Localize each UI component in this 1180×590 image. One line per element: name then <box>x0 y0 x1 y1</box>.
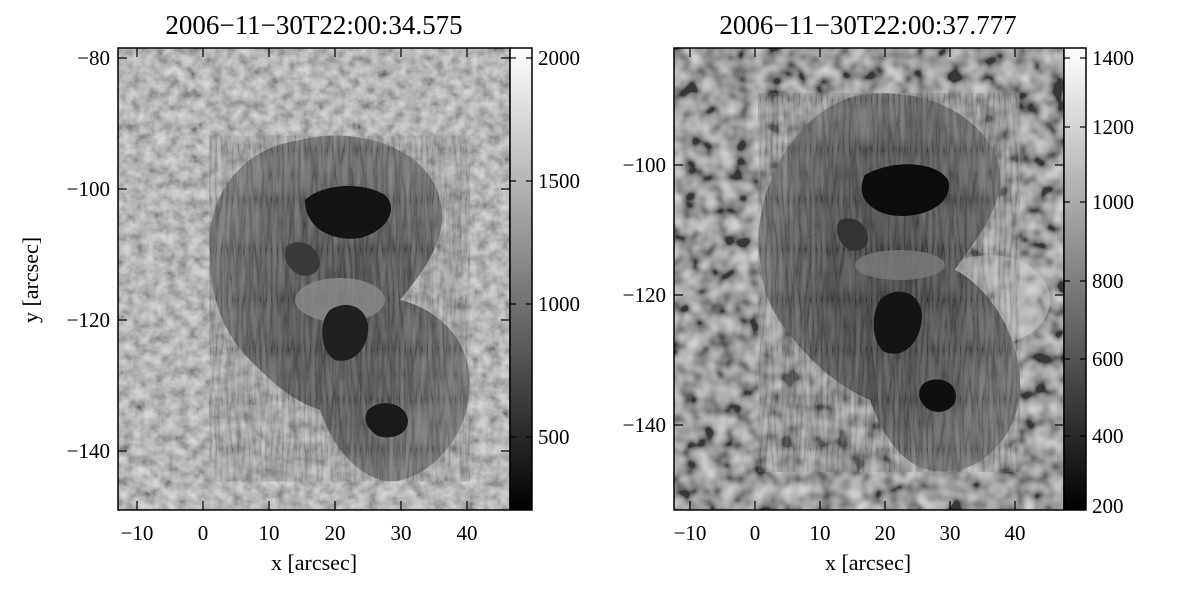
right-panel: 2006−11−30T22:00:37.777 −10 0 10 20 30 40 −10… <box>623 10 1134 575</box>
colorbar-tick-label: 200 <box>1092 494 1124 518</box>
left-colorbar <box>509 47 533 511</box>
colorbar-tick-label: 400 <box>1092 424 1124 448</box>
x-tick-label: 10 <box>810 521 831 545</box>
colorbar-tick-label: 1500 <box>538 169 580 193</box>
left-y-axis: −80 −100 −120 −140 <box>67 46 510 463</box>
left-x-axis: −10 0 10 20 30 40 <box>121 48 478 545</box>
colorbar-tick-label: 500 <box>538 425 570 449</box>
left-colorbar-ticks: 2000 1500 1000 500 <box>510 46 580 449</box>
y-tick-label: −100 <box>67 177 110 201</box>
right-x-axis: −10 0 10 20 30 40 <box>674 48 1026 545</box>
x-tick-label: 40 <box>1005 521 1026 545</box>
right-image <box>674 48 1064 510</box>
x-tick-label: 30 <box>940 521 961 545</box>
colorbar-tick-label: 600 <box>1092 347 1124 371</box>
right-title: 2006−11−30T22:00:37.777 <box>719 10 1016 40</box>
x-tick-label: −10 <box>674 521 707 545</box>
colorbar-tick-label: 800 <box>1092 269 1124 293</box>
colorbar-tick-label: 1000 <box>1092 190 1134 214</box>
right-y-axis: −100 −120 −140 <box>623 153 1064 437</box>
y-tick-label: −120 <box>67 308 110 332</box>
x-tick-label: 20 <box>875 521 896 545</box>
y-tick-label: −140 <box>67 439 110 463</box>
x-tick-label: −10 <box>121 521 154 545</box>
colorbar-tick-label: 1400 <box>1092 46 1134 70</box>
y-tick-label: −80 <box>77 46 110 70</box>
left-panel: 2006−11−30T22:00:34.575 −10 0 10 20 30 40 −80… <box>18 10 580 575</box>
x-tick-label: 30 <box>391 521 412 545</box>
left-x-label: x [arcsec] <box>271 550 357 575</box>
left-title: 2006−11−30T22:00:34.575 <box>165 10 462 40</box>
y-tick-label: −120 <box>623 283 666 307</box>
x-tick-label: 0 <box>750 521 761 545</box>
left-y-label: y [arcsec] <box>18 237 43 323</box>
x-tick-label: 0 <box>198 521 209 545</box>
colorbar-tick-label: 1200 <box>1092 115 1134 139</box>
right-colorbar-ticks: 1400 1200 1000 800 600 400 200 <box>1064 46 1134 518</box>
colorbar-tick-label: 2000 <box>538 46 580 70</box>
y-tick-label: −140 <box>623 413 666 437</box>
colorbar-tick-label: 1000 <box>538 292 580 316</box>
right-colorbar <box>1063 47 1087 511</box>
right-x-label: x [arcsec] <box>825 550 911 575</box>
x-tick-label: 40 <box>457 521 478 545</box>
x-tick-label: 20 <box>325 521 346 545</box>
left-image <box>118 48 510 510</box>
y-tick-label: −100 <box>623 153 666 177</box>
x-tick-label: 10 <box>259 521 280 545</box>
